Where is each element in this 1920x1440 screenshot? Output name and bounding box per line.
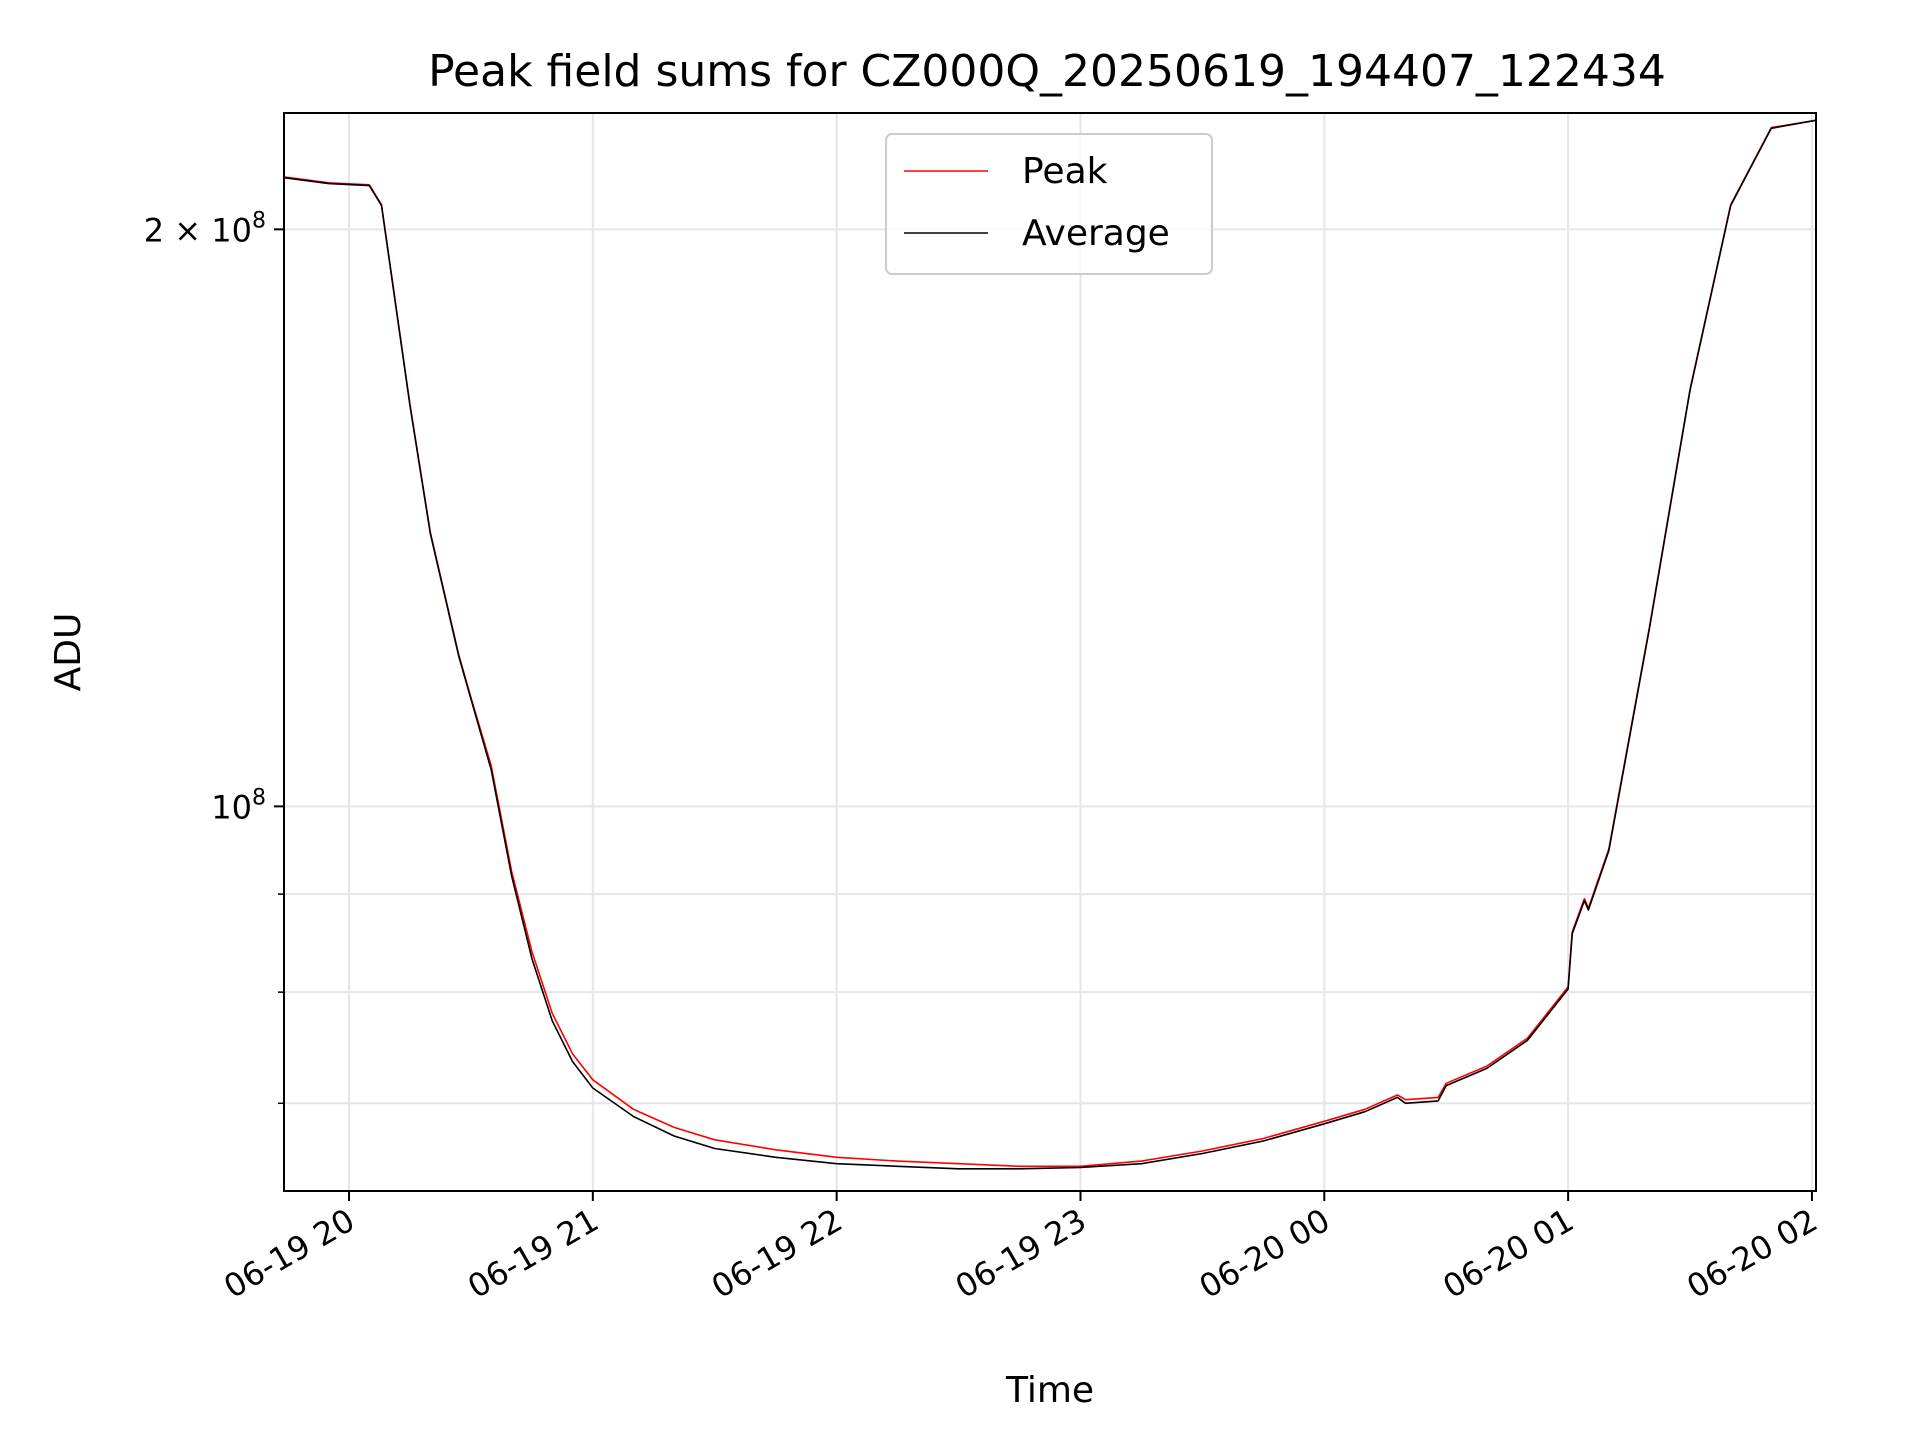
- y-tick-label: 108: [211, 785, 266, 826]
- series-group: [284, 119, 1816, 1170]
- legend-label-peak: Peak: [1022, 151, 1108, 192]
- legend-box: [885, 133, 1213, 275]
- grid: [284, 113, 1816, 1191]
- plot-frame: [283, 112, 1817, 1192]
- chart-title: Peak field sums for CZ000Q_20250619_1944…: [428, 46, 1666, 97]
- y-tick-label: 2 × 108: [144, 208, 266, 249]
- legend-label-average: Average: [1022, 213, 1170, 254]
- y-ticks: 108 2 × 108: [144, 208, 284, 1105]
- series-line-average: [284, 119, 1816, 1170]
- legend: Peak Average: [885, 133, 1213, 275]
- y-axis-label: ADU: [48, 613, 89, 692]
- x-axis-label: Time: [1005, 1370, 1094, 1411]
